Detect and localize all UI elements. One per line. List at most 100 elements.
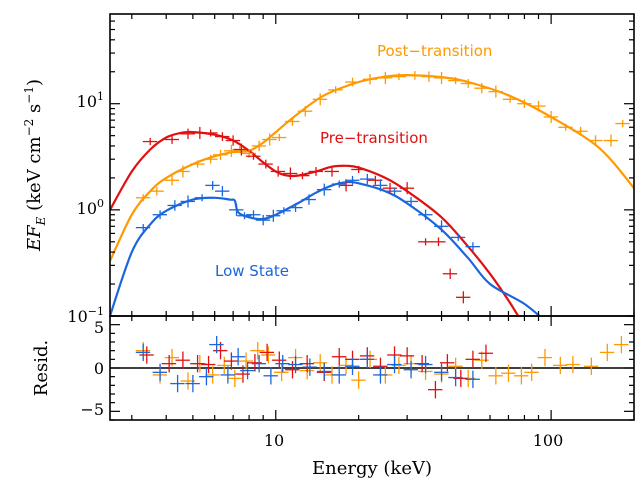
data-point-low-state-16 <box>331 180 347 188</box>
residual-point-post-transition-14 <box>312 354 328 372</box>
data-point-low-state-17 <box>345 175 360 185</box>
residual-point-low-state-23 <box>448 368 463 387</box>
data-point-post-transition-30 <box>531 100 546 112</box>
data-point-pre-transition-22 <box>442 268 458 279</box>
data-point-low-state-10 <box>255 214 271 226</box>
data-point-post-transition-1 <box>149 186 164 196</box>
residual-point-post-transition-29 <box>514 367 529 385</box>
data-point-post-transition-2 <box>164 175 180 186</box>
residual-point-post-transition-9 <box>250 342 265 360</box>
residual-point-low-state-20 <box>403 361 419 379</box>
data-point-low-state-20 <box>387 187 402 195</box>
data-point-low-state-21 <box>403 197 419 206</box>
data-point-post-transition-18 <box>362 74 378 85</box>
data-point-pre-transition-23 <box>455 291 471 304</box>
data-point-low-state-18 <box>359 173 375 185</box>
data-point-low-state-4 <box>194 194 210 202</box>
residual-point-pre-transition-21 <box>428 381 443 399</box>
data-point-pre-transition-9 <box>258 159 273 169</box>
data-point-post-transition-21 <box>407 70 422 80</box>
data-point-pre-transition-0 <box>142 138 158 146</box>
residual-point-post-transition-10 <box>260 346 276 364</box>
residual-point-low-state-12 <box>288 355 303 374</box>
residual-point-pre-transition-22 <box>439 354 455 372</box>
series-label-pre-transition: Pre−transition <box>320 129 428 147</box>
data-point-post-transition-7 <box>224 144 239 157</box>
data-point-low-state-6 <box>215 185 230 197</box>
residual-point-low-state-11 <box>275 355 290 373</box>
data-point-low-state-1 <box>152 210 168 220</box>
residual-point-pre-transition-25 <box>478 344 493 362</box>
data-point-post-transition-0 <box>135 194 151 202</box>
residual-point-pre-transition-0 <box>139 346 154 364</box>
residual-point-post-transition-5 <box>205 366 220 384</box>
residual-point-low-state-14 <box>316 362 332 381</box>
spectrum-panel: 10−1 100 101 EFE (keV cm−2 s−1) Post−tra… <box>22 13 635 326</box>
data-point-low-state-5 <box>205 180 220 190</box>
model-curve-post-transition <box>110 73 634 262</box>
residual-point-post-transition-7 <box>227 369 242 388</box>
series-label-post-transition: Post−transition <box>377 42 492 60</box>
series-label-low-state: Low State <box>215 262 289 280</box>
data-point-pre-transition-1 <box>164 135 180 144</box>
residual-point-post-transition-32 <box>552 356 568 375</box>
residual-point-low-state-5 <box>209 335 224 354</box>
data-point-post-transition-24 <box>448 77 463 85</box>
x-axis-label: Energy (keV) <box>312 458 432 479</box>
data-point-post-transition-15 <box>312 93 328 106</box>
data-point-post-transition-36 <box>615 120 630 128</box>
data-point-low-state-14 <box>301 194 316 205</box>
residual-point-low-state-18 <box>373 366 388 384</box>
data-point-post-transition-27 <box>488 85 503 98</box>
model-curve-low-state <box>110 180 542 316</box>
data-point-post-transition-5 <box>203 154 218 164</box>
residual-point-pre-transition-6 <box>224 352 239 370</box>
residual-point-low-state-21 <box>418 355 433 374</box>
data-point-low-state-9 <box>246 210 261 220</box>
data-point-post-transition-10 <box>251 140 267 152</box>
spectrum-y-axis-label: EFE (keV cm−2 s−1) <box>22 79 48 252</box>
data-point-post-transition-32 <box>558 123 573 131</box>
data-point-post-transition-13 <box>285 117 300 126</box>
residual-point-low-state-24 <box>465 370 480 388</box>
model-curve-pre-transition <box>110 130 520 316</box>
residual-point-post-transition-27 <box>488 367 503 385</box>
residual-point-pre-transition-3 <box>190 355 205 373</box>
residual-ticks <box>110 315 635 421</box>
data-point-low-state-12 <box>276 207 291 215</box>
residual-point-post-transition-34 <box>583 357 599 375</box>
data-point-post-transition-33 <box>573 126 588 136</box>
residual-point-low-state-4 <box>199 368 214 386</box>
residuals-panel: 5 0 −5 Resid. 10 100 Energy (keV) <box>31 315 635 479</box>
y-tick-label-10: 101 <box>77 90 104 111</box>
residual-point-low-state-17 <box>359 350 375 368</box>
residual-point-pre-transition-24 <box>465 350 480 368</box>
data-point-pre-transition-15 <box>338 179 354 192</box>
data-point-low-state-15 <box>316 183 332 196</box>
data-points <box>135 70 630 304</box>
residual-point-post-transition-8 <box>238 352 254 370</box>
data-point-post-transition-34 <box>588 135 603 146</box>
residual-point-post-transition-20 <box>391 356 406 375</box>
residual-point-low-state-10 <box>263 367 278 385</box>
data-point-pre-transition-14 <box>324 166 339 177</box>
residual-point-low-state-22 <box>434 363 449 381</box>
residual-point-pre-transition-10 <box>271 351 287 369</box>
residual-point-low-state-1 <box>152 363 168 381</box>
residual-tick-label-0: 0 <box>94 359 104 378</box>
residual-point-post-transition-6 <box>216 356 232 375</box>
data-point-low-state-13 <box>288 203 303 212</box>
data-point-pre-transition-6 <box>225 135 241 146</box>
x-tick-label-10: 10 <box>264 431 284 450</box>
data-point-post-transition-28 <box>502 95 518 103</box>
residual-tick-label-neg5: −5 <box>80 400 104 419</box>
data-point-post-transition-29 <box>517 99 532 109</box>
data-point-post-transition-19 <box>377 71 393 84</box>
residual-point-low-state-8 <box>240 361 255 380</box>
data-point-pre-transition-21 <box>431 237 446 247</box>
data-point-post-transition-6 <box>213 149 228 161</box>
data-point-post-transition-20 <box>391 73 406 81</box>
residual-point-pre-transition-19 <box>399 347 415 365</box>
residual-point-low-state-3 <box>185 374 200 393</box>
data-point-low-state-8 <box>237 212 252 220</box>
